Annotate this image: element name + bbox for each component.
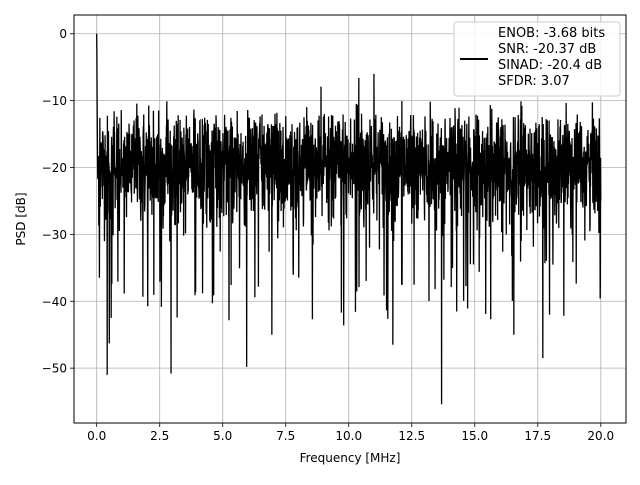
x-tick-label: 5.0: [213, 429, 232, 443]
ticks: 0.0 2.5 5.0 7.5 10.0 12.5 15.0 17.5 20.0 0 −10 −20 −…: [42, 27, 614, 443]
y-tick-label: −20: [42, 161, 67, 175]
x-tick-label: 20.0: [587, 429, 614, 443]
legend-line: ENOB: -3.68 bits: [498, 26, 605, 41]
y-tick-label: −40: [42, 295, 67, 309]
y-tick-label: −30: [42, 228, 67, 242]
legend-line: SFDR: 3.07: [498, 74, 570, 89]
legend-line: SINAD: -20.4 dB: [498, 58, 602, 73]
legend[interactable]: ENOB: -3.68 bits SNR: -20.37 dB SINAD: -20…: [453, 21, 621, 97]
x-tick-label: 2.5: [150, 429, 169, 443]
x-tick-label: 7.5: [276, 429, 295, 443]
x-tick-label: 0.0: [87, 429, 106, 443]
y-tick-label: 0: [59, 27, 67, 41]
x-tick-label: 17.5: [524, 429, 551, 443]
psd-series-line: [96, 33, 602, 405]
series-layer: [96, 33, 602, 405]
x-tick-label: 15.0: [461, 429, 488, 443]
legend-box: [453, 21, 621, 97]
x-axis-label: Frequency [MHz]: [300, 451, 401, 465]
y-tick-label: −10: [42, 94, 67, 108]
x-tick-label: 12.5: [398, 429, 425, 443]
y-tick-label: −50: [42, 362, 67, 376]
axes-frame: [73, 14, 627, 424]
legend-line: SNR: -20.37 dB: [498, 42, 596, 57]
legend-label: ENOB: -3.68 bits SNR: -20.37 dB SINAD: -20…: [498, 26, 605, 89]
x-tick-label: 10.0: [335, 429, 362, 443]
y-axis-label: PSD [dB]: [14, 192, 28, 245]
